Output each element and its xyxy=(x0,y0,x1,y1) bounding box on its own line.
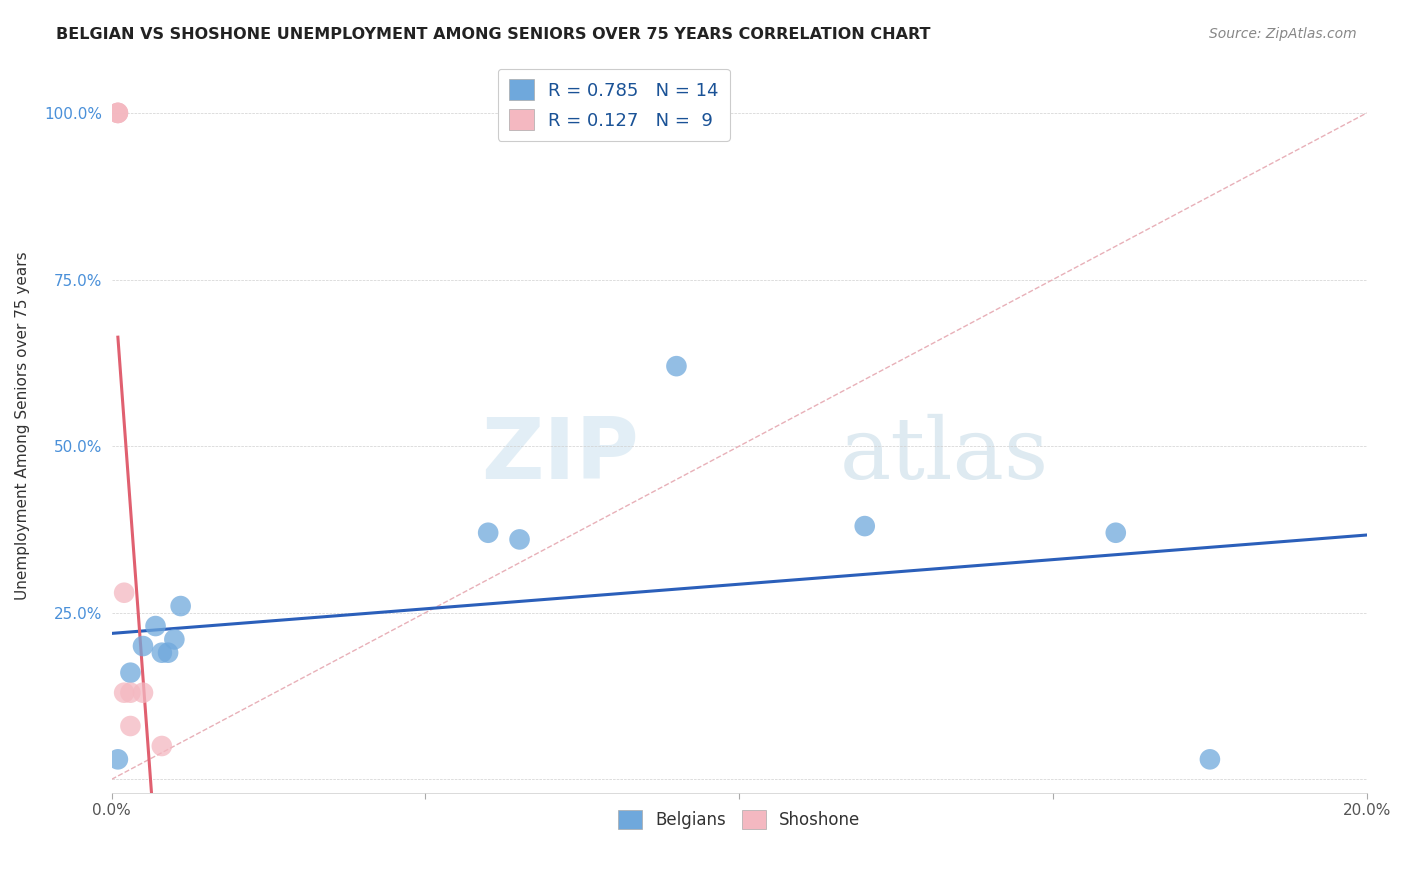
Point xyxy=(509,533,531,547)
Point xyxy=(120,719,142,733)
Point xyxy=(853,519,876,533)
Point xyxy=(107,106,129,120)
Text: Source: ZipAtlas.com: Source: ZipAtlas.com xyxy=(1209,27,1357,41)
Text: ZIP: ZIP xyxy=(481,414,638,497)
Point xyxy=(1199,752,1222,766)
Point xyxy=(150,739,173,753)
Text: BELGIAN VS SHOSHONE UNEMPLOYMENT AMONG SENIORS OVER 75 YEARS CORRELATION CHART: BELGIAN VS SHOSHONE UNEMPLOYMENT AMONG S… xyxy=(56,27,931,42)
Point xyxy=(112,686,135,700)
Point xyxy=(157,646,180,660)
Y-axis label: Unemployment Among Seniors over 75 years: Unemployment Among Seniors over 75 years xyxy=(15,252,30,600)
Point xyxy=(132,686,155,700)
Point xyxy=(169,599,191,613)
Point xyxy=(107,106,129,120)
Point xyxy=(150,646,173,660)
Point xyxy=(1105,525,1128,540)
Legend: Belgians, Shoshone: Belgians, Shoshone xyxy=(612,803,868,836)
Point xyxy=(145,619,167,633)
Point xyxy=(132,639,155,653)
Point xyxy=(112,585,135,599)
Point xyxy=(107,106,129,120)
Point xyxy=(120,686,142,700)
Point xyxy=(665,359,688,373)
Point xyxy=(477,525,499,540)
Point xyxy=(163,632,186,647)
Point xyxy=(107,752,129,766)
Text: atlas: atlas xyxy=(839,414,1049,497)
Point xyxy=(120,665,142,680)
